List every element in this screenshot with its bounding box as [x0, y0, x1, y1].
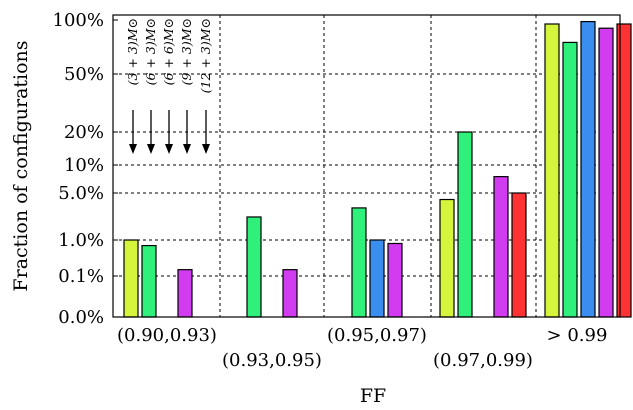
legend: (3 + 3)M⊙ (6 + 3)M⊙ (6 + 6)M⊙ (9 + 3)M⊙ (12 … — [125, 18, 213, 154]
legend-arrow-head — [202, 144, 210, 154]
y-axis-label: Fraction of configurations — [10, 40, 32, 291]
bar — [511, 192, 527, 318]
bar — [177, 269, 193, 318]
x-axis-label: FF — [360, 385, 386, 407]
bar — [387, 242, 403, 318]
y-tick-label: 0.1% — [58, 266, 104, 287]
bar — [123, 239, 139, 318]
y-tick-label: 0.0% — [58, 307, 104, 328]
legend-arrow-head — [165, 144, 173, 154]
legend-arrow-head — [129, 144, 137, 154]
x-category-label: > 0.99 — [547, 325, 608, 346]
legend-label: (12 + 3)M⊙ — [198, 18, 213, 93]
y-tick-label: 50% — [64, 64, 104, 85]
y-tick-label: 20% — [64, 122, 104, 143]
y-tick-label: 1.0% — [58, 230, 104, 251]
y-tick-label: 10% — [64, 155, 104, 176]
x-category-label: (0.95,0.97) — [327, 325, 427, 346]
legend-label: (6 + 3)M⊙ — [143, 18, 158, 85]
bar — [141, 244, 157, 318]
bar — [351, 207, 367, 318]
bar — [282, 269, 298, 318]
legend-label: (3 + 3)M⊙ — [125, 18, 140, 85]
plot-frame — [112, 14, 621, 318]
bar — [580, 20, 596, 318]
y-tick-label: 5.0% — [58, 183, 104, 204]
x-category-label: (0.97,0.99) — [433, 350, 533, 371]
x-category-labels: (0.90,0.93)(0.93,0.95)(0.95,0.97) (0.97,0… — [117, 325, 607, 371]
x-category-label: (0.90,0.93) — [117, 325, 217, 346]
bar — [493, 176, 509, 318]
bar — [457, 131, 473, 318]
bar — [369, 239, 385, 318]
x-category-label: (0.93,0.95) — [222, 350, 322, 371]
legend-label: (9 + 3)M⊙ — [179, 18, 194, 85]
bar — [562, 41, 578, 318]
bar — [246, 216, 262, 318]
bar — [544, 23, 560, 318]
legend-label: (6 + 6)M⊙ — [161, 18, 176, 85]
y-tick-labels: 100% 50% 20% 10% 5.0% 1.0% 0.1% 0.0% — [53, 10, 118, 328]
legend-arrow-head — [183, 144, 191, 154]
bar — [598, 27, 614, 318]
legend-arrow-head — [147, 144, 155, 154]
bars — [123, 20, 632, 318]
y-tick-label: 100% — [53, 10, 104, 31]
bar — [616, 23, 632, 318]
bar — [439, 198, 455, 318]
